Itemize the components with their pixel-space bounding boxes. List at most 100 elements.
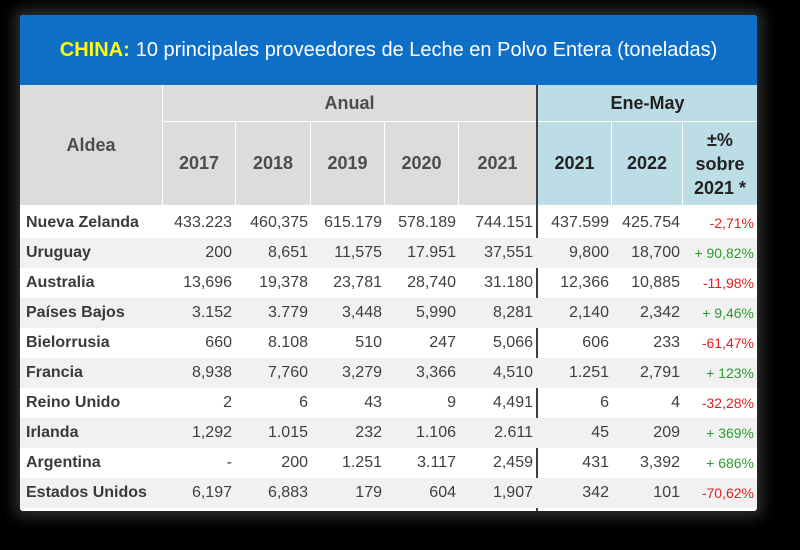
row-change: -70,62% — [701, 485, 754, 501]
row-country-name: Reino Unido — [26, 394, 121, 411]
table-row: Países Bajos 3.152 3.779 3,448 5,990 8,281 2,1… — [20, 298, 757, 328]
row-value: 2,791 — [639, 364, 680, 381]
row-value: 10,885 — [631, 274, 680, 291]
row-value: 6 — [600, 394, 609, 411]
header-period-2022: 2022 — [612, 122, 682, 205]
row-value: 604 — [429, 484, 456, 501]
row-change: + 123% — [706, 365, 754, 381]
row-value: 2.611 — [494, 424, 533, 441]
row-value: 5,990 — [415, 304, 456, 321]
row-country-name: Argentina — [26, 454, 101, 471]
row-value: 3,448 — [341, 304, 382, 321]
row-change: + 9,46% — [702, 305, 754, 321]
row-country-name: Nueva Zelanda — [26, 214, 139, 231]
title-country: CHINA: — [59, 38, 130, 61]
table-row: Irlanda 1,292 1.015 232 1.106 2.611 45 209 + 369… — [20, 418, 757, 448]
row-value: 8,938 — [191, 364, 232, 381]
row-value: 18,700 — [631, 244, 680, 261]
row-value: 615.179 — [324, 214, 382, 231]
table-row: Francia 8,938 7,760 3,279 3,366 4,510 1.251 2,7… — [20, 358, 757, 388]
row-value: 6 — [299, 394, 308, 411]
row-value: - — [226, 454, 232, 471]
row-value: 433.223 — [174, 214, 232, 231]
row-change: + 90,82% — [694, 245, 754, 261]
table-row: Argentina - 200 1.251 3.117 2,459 431 3,392 + 68… — [20, 448, 757, 478]
row-country-name: Estados Unidos — [26, 484, 147, 501]
row-value: 19,378 — [259, 274, 308, 291]
row-value: 437.599 — [551, 214, 609, 231]
row-value: 4,510 — [492, 364, 533, 381]
row-value: 31.180 — [484, 274, 533, 291]
row-value: 2,459 — [492, 454, 533, 471]
row-change: -2,71% — [709, 215, 754, 231]
row-value: 11,575 — [334, 244, 382, 261]
row-country-name: Australia — [26, 274, 95, 291]
row-value: 3,366 — [415, 364, 456, 381]
row-value: 1.251 — [568, 364, 609, 381]
row-value: 3,279 — [341, 364, 382, 381]
table-row: Bielorrusia 660 8.108 510 247 5,066 606 233 -61,… — [20, 328, 757, 358]
row-value: 101 — [653, 484, 680, 501]
row-value: 13,696 — [183, 274, 232, 291]
row-value: 2,140 — [568, 304, 609, 321]
row-value: 1.015 — [267, 424, 308, 441]
row-value: 1,292 — [191, 424, 232, 441]
row-value: 431 — [582, 454, 609, 471]
header-year-2017: 2017 — [163, 122, 235, 205]
row-value: 17.951 — [407, 244, 456, 261]
row-value: 4,491 — [492, 394, 533, 411]
row-value: 510 — [355, 334, 382, 351]
row-change: + 369% — [706, 425, 754, 441]
row-value: 9,800 — [568, 244, 609, 261]
row-value: 6,197 — [191, 484, 232, 501]
row-value: 3.117 — [417, 454, 456, 471]
row-value: 9 — [447, 394, 456, 411]
header-period-2021: 2021 — [538, 122, 611, 205]
row-value: 342 — [582, 484, 609, 501]
row-change: -11,98% — [702, 275, 754, 291]
row-value: 3,392 — [639, 454, 680, 471]
row-value: 3.779 — [267, 304, 308, 321]
row-value: 179 — [355, 484, 382, 501]
header-year-2019: 2019 — [311, 122, 384, 205]
header-year-2018: 2018 — [236, 122, 310, 205]
row-value: 606 — [582, 334, 609, 351]
row-value: 1,907 — [492, 484, 533, 501]
row-value: 8,651 — [267, 244, 308, 261]
row-value: 247 — [429, 334, 456, 351]
row-value: 1.251 — [341, 454, 382, 471]
row-change: -32,28% — [701, 395, 754, 411]
table-row: Nueva Zelanda 433.223 460,375 615.179 578.18… — [20, 208, 757, 238]
row-country-name: Bielorrusia — [26, 334, 110, 351]
header-period-group: Ene-May — [538, 85, 757, 121]
row-change: + 686% — [706, 455, 754, 471]
header-annual-group: Anual — [163, 85, 536, 121]
row-value: 200 — [205, 244, 232, 261]
row-value: 460,375 — [250, 214, 308, 231]
row-value: 233 — [653, 334, 680, 351]
row-value: 578.189 — [398, 214, 456, 231]
row-value: 209 — [653, 424, 680, 441]
row-value: 660 — [205, 334, 232, 351]
row-country-name: Países Bajos — [26, 304, 125, 321]
table-row: Estados Unidos 6,197 6,883 179 604 1,907 342 10… — [20, 478, 757, 508]
row-value: 23,781 — [333, 274, 382, 291]
header-year-2020: 2020 — [385, 122, 458, 205]
table-row: Uruguay 200 8,651 11,575 17.951 37,551 9,800 18… — [20, 238, 757, 268]
row-value: 4 — [671, 394, 680, 411]
table-row: Australia 13,696 19,378 23,781 28,740 31.180 1… — [20, 268, 757, 298]
row-value: 232 — [355, 424, 382, 441]
table-row: Reino Unido 2 6 43 9 4,491 6 4 -32,28% — [20, 388, 757, 418]
row-value: 8,281 — [492, 304, 533, 321]
title-text: 10 principales proveedores de Leche en P… — [135, 38, 718, 61]
row-value: 37,551 — [484, 244, 533, 261]
row-value: 43 — [364, 394, 382, 411]
row-country-name: Irlanda — [26, 424, 79, 441]
row-value: 45 — [591, 424, 609, 441]
header-change: ±% sobre 2021 * — [683, 122, 757, 205]
row-value: 1.106 — [415, 424, 456, 441]
row-value: 744.151 — [475, 214, 533, 231]
row-value: 425.754 — [622, 214, 680, 231]
row-country-name: Francia — [26, 364, 83, 381]
row-change: -61,47% — [701, 335, 754, 351]
